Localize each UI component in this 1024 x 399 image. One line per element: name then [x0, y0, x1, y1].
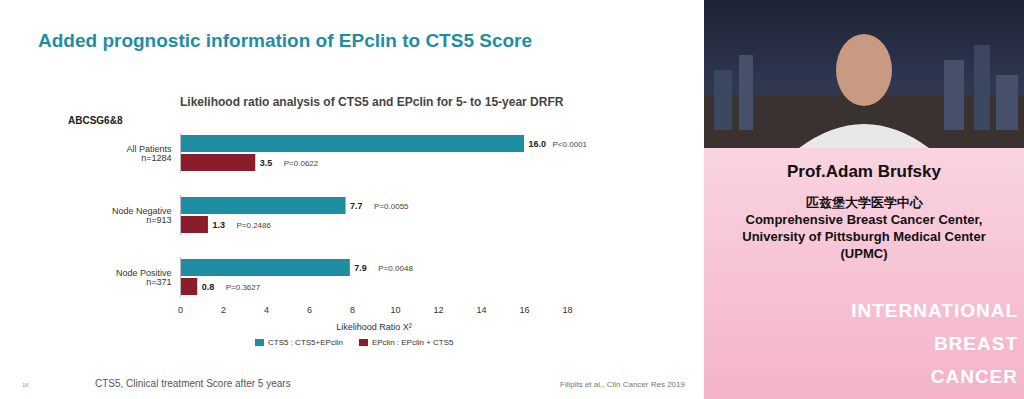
svg-text:P=0.0055: P=0.0055: [374, 202, 409, 211]
svg-text:All Patientsn=1284: All Patientsn=1284: [126, 144, 172, 163]
html-text:16: 16: [22, 382, 29, 388]
svg-text:Node Negativen=913: Node Negativen=913: [112, 206, 172, 225]
html-text:CTS5 : CTS5+EPclin: CTS5 : CTS5+EPclin: [268, 338, 343, 347]
svg-text:7.9: 7.9: [354, 263, 367, 273]
svg-text:Likelihood Ratio Χ²: Likelihood Ratio Χ²: [336, 322, 412, 332]
html-text:匹兹堡大学医学中心: 匹兹堡大学医学中心: [805, 195, 923, 210]
svg-text:12: 12: [433, 305, 443, 315]
svg-text:2: 2: [221, 305, 226, 315]
html-text:CANCER: CANCER: [930, 366, 1018, 387]
html-text:(UPMC): (UPMC): [840, 246, 888, 261]
svg-text:0.8: 0.8: [202, 282, 215, 292]
html-text:CTS5, Clinical treatment Score: CTS5, Clinical treatment Score after 5 y…: [95, 378, 291, 389]
svg-text:P=0.0622: P=0.0622: [284, 159, 319, 168]
html-text:EPclin : EPclin + CTS5: EPclin : EPclin + CTS5: [371, 338, 454, 347]
html-text:Comprehensive Breast Cancer Ce: Comprehensive Breast Cancer Center,: [745, 212, 983, 227]
html-text:University of Pittsburgh Medic: University of Pittsburgh Medical Center: [742, 229, 986, 244]
svg-text:Node Positiven=371: Node Positiven=371: [116, 268, 172, 287]
svg-text:P<0.0001: P<0.0001: [553, 140, 588, 149]
svg-text:1.3: 1.3: [212, 220, 225, 230]
svg-text:18: 18: [562, 305, 572, 315]
html-text:Filipits et al., Clin Cancer R: Filipits et al., Clin Cancer Res 2019: [560, 380, 685, 389]
svg-text:6: 6: [307, 305, 312, 315]
html-text:Prof.Adam Brufsky: Prof.Adam Brufsky: [787, 162, 941, 181]
svg-text:0: 0: [178, 305, 183, 315]
svg-text:4: 4: [264, 305, 269, 315]
html-text:ABCSG6&8: ABCSG6&8: [68, 115, 123, 126]
svg-text:14: 14: [476, 305, 486, 315]
html-text:INTERNATIONAL: INTERNATIONAL: [851, 300, 1018, 321]
html-text:Added prognostic information o: Added prognostic information of EPclin t…: [38, 30, 532, 51]
svg-text:16: 16: [519, 305, 529, 315]
html-text:Likelihood ratio analysis of C: Likelihood ratio analysis of CTS5 and EP…: [180, 95, 564, 109]
svg-text:P=0.0048: P=0.0048: [378, 264, 413, 273]
svg-text:3.5: 3.5: [260, 158, 273, 168]
svg-text:8: 8: [350, 305, 355, 315]
svg-text:7.7: 7.7: [350, 201, 363, 211]
svg-text:P=0.3627: P=0.3627: [226, 283, 261, 292]
html-text:BREAST: BREAST: [933, 333, 1018, 354]
svg-text:P=0.2486: P=0.2486: [236, 221, 271, 230]
svg-text:16.0: 16.0: [529, 139, 547, 149]
svg-text:10: 10: [390, 305, 400, 315]
